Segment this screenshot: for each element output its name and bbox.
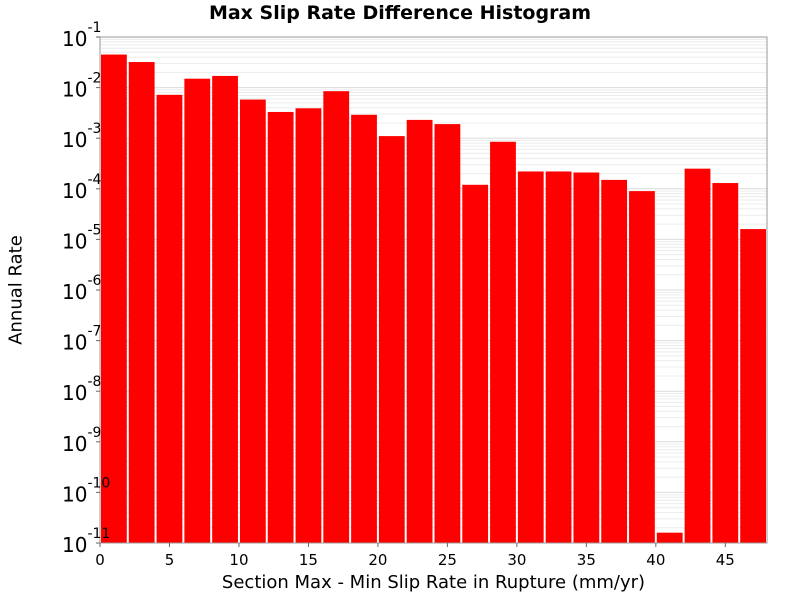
histogram-bar	[684, 168, 711, 543]
histogram-bar	[656, 532, 683, 543]
histogram-bar	[295, 108, 322, 544]
x-tick-label: 5	[165, 551, 175, 569]
chart-title: Max Slip Rate Difference Histogram	[208, 2, 592, 24]
histogram-bar	[267, 111, 294, 543]
histogram-bar	[601, 179, 628, 544]
histogram-bar	[184, 78, 211, 543]
y-tick-label: 10-1	[62, 20, 101, 51]
histogram-bar	[573, 172, 600, 543]
x-tick-label: 0	[95, 551, 105, 569]
histogram-bar	[712, 183, 739, 543]
x-tick-label: 25	[438, 551, 457, 569]
histogram-bar	[406, 119, 433, 543]
histogram-bar	[629, 191, 655, 543]
histogram-bar	[490, 141, 516, 543]
histogram-bar	[212, 75, 238, 544]
histogram-bar	[545, 171, 572, 543]
x-tick-label: 10	[229, 551, 248, 569]
y-tick-label: 10-6	[62, 273, 102, 304]
y-tick-label: 10-7	[62, 324, 101, 355]
histogram-bar	[101, 54, 127, 543]
y-tick-label: 10-4	[62, 172, 102, 203]
grid-lines	[100, 38, 767, 544]
x-tick-label: 15	[299, 551, 318, 569]
x-tick-label: 30	[507, 551, 526, 569]
y-tick-label: 10-2	[62, 71, 101, 102]
histogram-bar	[462, 184, 489, 543]
histogram-bar	[434, 124, 461, 544]
x-tick-label: 20	[368, 551, 387, 569]
y-tick-label: 10-3	[62, 121, 101, 152]
x-tick-label: 45	[716, 551, 735, 569]
histogram-bar	[323, 91, 350, 544]
y-tick-label: 10-5	[62, 222, 101, 253]
y-tick-label: 10-9	[62, 425, 101, 456]
histogram-bar	[517, 171, 544, 543]
histogram-bar	[156, 94, 183, 544]
x-tick-label: 40	[646, 551, 665, 569]
y-ticks: 10-11 10-10 10-9 10-8 10-7 10-6 10-5 10-4 10-3 10…	[62, 20, 110, 557]
histogram-bar	[351, 114, 377, 543]
x-axis-label: Section Max - Min Slip Rate in Rupture (…	[221, 572, 646, 593]
histogram-bar	[239, 99, 266, 543]
x-tick-label: 35	[577, 551, 596, 569]
histogram-bar	[740, 229, 766, 543]
y-tick-label: 10-8	[62, 374, 101, 405]
histogram-bar	[378, 136, 405, 543]
histogram-bar	[128, 62, 155, 544]
x-ticks: 0 5 10 15 20 25 30 35 40 45	[95, 543, 735, 569]
y-tick-label: 10-10	[62, 475, 110, 506]
y-tick-label: 10-11	[62, 526, 110, 557]
bars	[101, 54, 766, 544]
